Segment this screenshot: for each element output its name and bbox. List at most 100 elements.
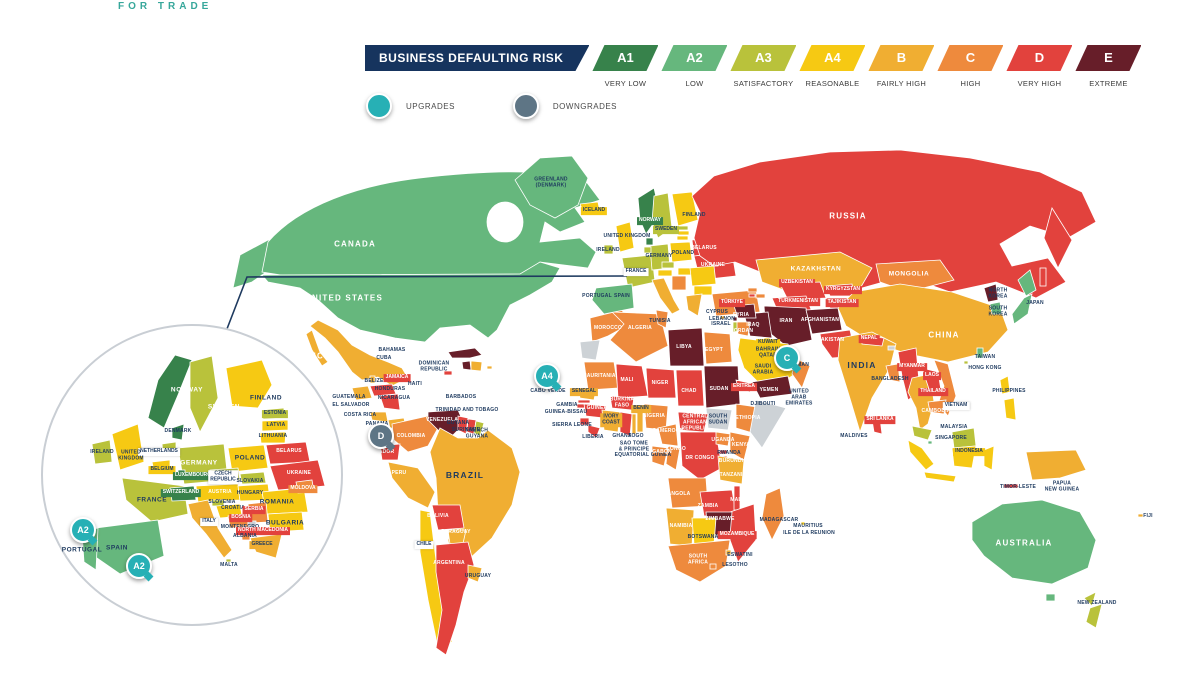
- country-bulgaria: [693, 285, 713, 296]
- country-madagascar: [761, 487, 785, 541]
- country-togo: [631, 413, 637, 435]
- map-label-netherlands: NETHERLANDS: [138, 448, 180, 456]
- country-niger: [645, 367, 677, 399]
- country-guyana: [457, 415, 469, 435]
- map-label-pakistan: PAKISTAN: [817, 337, 845, 344]
- country-puerto-rico: [486, 365, 493, 370]
- map-label-sierra-leone: SIERRA LEONE: [552, 422, 592, 429]
- country-united-states: [261, 261, 561, 343]
- marker-key: UPGRADES DOWNGRADES: [366, 93, 617, 119]
- country-south-sudan: [705, 407, 733, 431]
- map-label-lithuania: LITHUANIA: [258, 433, 288, 440]
- inset-italy: [187, 499, 233, 559]
- map-label-guyana: GUYANA: [446, 420, 470, 427]
- map-label-chile: CHILE: [414, 541, 434, 549]
- inset-ireland: [91, 439, 113, 465]
- country-mongolia: [875, 259, 955, 293]
- map-label-jordan: JORDAN: [730, 328, 754, 335]
- map-label-ivory-coast: IVORY COAST: [600, 413, 622, 427]
- map-label-liberia: LIBERIA: [582, 434, 604, 441]
- map-label-myanmar: MYANMAR: [897, 363, 927, 371]
- country-greece: [685, 293, 703, 317]
- country-cambodia: [927, 399, 947, 415]
- legend-rating-d: D VERY HIGH: [1006, 45, 1072, 88]
- map-label-thailand: THAILAND: [918, 388, 948, 396]
- map-label-ukraine: UKRAINE: [700, 262, 726, 269]
- inset-slovakia: [239, 471, 267, 485]
- country-tasmania: [1045, 593, 1056, 602]
- legend-chip-a2: A2: [661, 45, 727, 71]
- map-label-albania: ALBANIA: [233, 533, 257, 540]
- country-new-zealand-north: [1083, 591, 1097, 607]
- map-label-slovakia: SLOVAKIA: [236, 478, 264, 485]
- map-label-colombia: COLOMBIA: [396, 433, 426, 440]
- map-label-peru: PERU: [391, 470, 407, 477]
- country-lesotho: [709, 563, 717, 570]
- map-label-croatia: CROATIA: [221, 505, 245, 512]
- map-label-burundi: BURUNDI: [718, 458, 744, 465]
- map-label-ukraine: UKRAINE: [286, 470, 312, 477]
- africa: [576, 309, 806, 583]
- country-georgia: [747, 287, 758, 293]
- legend-chip-a4: A4: [799, 45, 865, 71]
- country-afghanistan: [805, 307, 843, 335]
- map-label-french-guyana: FRENCH GUYANA: [465, 427, 489, 439]
- map-label-afghanistan: AFGHANISTAN: [800, 317, 840, 324]
- map-label-bangladesh: BANGLADESH: [871, 376, 909, 383]
- map-label-zambia: ZAMBIA: [697, 503, 719, 510]
- map-label-kuwait: KUWAIT: [756, 339, 780, 347]
- map-label-niger: NIGER: [651, 380, 669, 387]
- map-label-denmark: DENMARK: [164, 428, 192, 435]
- country-peru: [387, 461, 436, 509]
- map-label-norway: NORWAY: [637, 217, 663, 225]
- map-label-honduras: HONDURAS: [374, 386, 406, 393]
- legend-caption-a3: SATISFACTORY: [733, 79, 794, 88]
- map-label-botswana: BOTSWANA: [687, 534, 719, 541]
- map-label-belize: BELIZE: [364, 378, 384, 385]
- map-label-hungary: HUNGARY: [236, 490, 264, 497]
- map-label-japan: JAPAN: [1026, 300, 1044, 307]
- map-label-ethiopia: ETHIOPIA: [735, 415, 761, 422]
- map-label-iran: IRAN: [779, 318, 793, 325]
- inset-bulgaria: [267, 511, 305, 533]
- legend-chip-e: E: [1075, 45, 1141, 71]
- map-label-dr-congo: DR CONGO: [685, 455, 715, 462]
- map-label-latvia: LATVIA: [266, 422, 286, 429]
- map-label-germany: GERMANY: [180, 459, 218, 467]
- country-india: [837, 331, 897, 434]
- country-dominican-republic: [470, 360, 483, 372]
- map-label-italy: ITALY: [200, 518, 218, 526]
- map-label-portugal: PORTUGAL: [582, 293, 612, 300]
- legend-caption-a4: REASONABLE: [805, 79, 860, 88]
- country-gambia: [577, 399, 591, 404]
- map-label-nigeria: NIGERIA: [642, 413, 666, 420]
- map-label-taiwan: TAIWAN: [974, 354, 996, 361]
- map-label-bosnia: BOSNIA: [229, 514, 253, 522]
- country-guatemala: [351, 385, 373, 401]
- map-label-morocco: MOROCCO: [593, 325, 623, 332]
- map-label-malaysia: MALAYSIA: [940, 424, 968, 431]
- map-label-senegal: SENEGAL: [569, 388, 599, 396]
- legend-title: BUSINESS DEFAULTING RISK: [365, 45, 589, 71]
- map-label-cameroon: CAMEROON: [652, 428, 684, 435]
- country-sierra-leone: [579, 417, 590, 426]
- country-cuba: [447, 347, 483, 359]
- map-label-maldives: MALDIVES: [840, 433, 868, 440]
- legend-chip-a1: A1: [592, 45, 658, 71]
- map-label-burkina-faso: BURKINA FASO: [609, 396, 635, 408]
- map-label-canada: CANADA: [334, 239, 376, 249]
- country-costa-rica: [369, 411, 389, 423]
- map-label-congo: CONGO: [666, 446, 686, 453]
- legend-chip-b: B: [868, 45, 934, 71]
- map-label-united-kingdom: UNITED KINGDOM: [603, 233, 651, 240]
- upgrade-badge-a2: A2: [126, 553, 154, 582]
- map-label-poland: POLAND: [671, 250, 695, 257]
- country-new-guinea: [1025, 449, 1087, 481]
- map-label-cyprus: CYPRUS: [705, 309, 729, 316]
- country-romania: [689, 265, 717, 287]
- map-label-lesotho: LESOTHO: [722, 562, 748, 569]
- map-label-brazil: BRAZIL: [445, 470, 485, 481]
